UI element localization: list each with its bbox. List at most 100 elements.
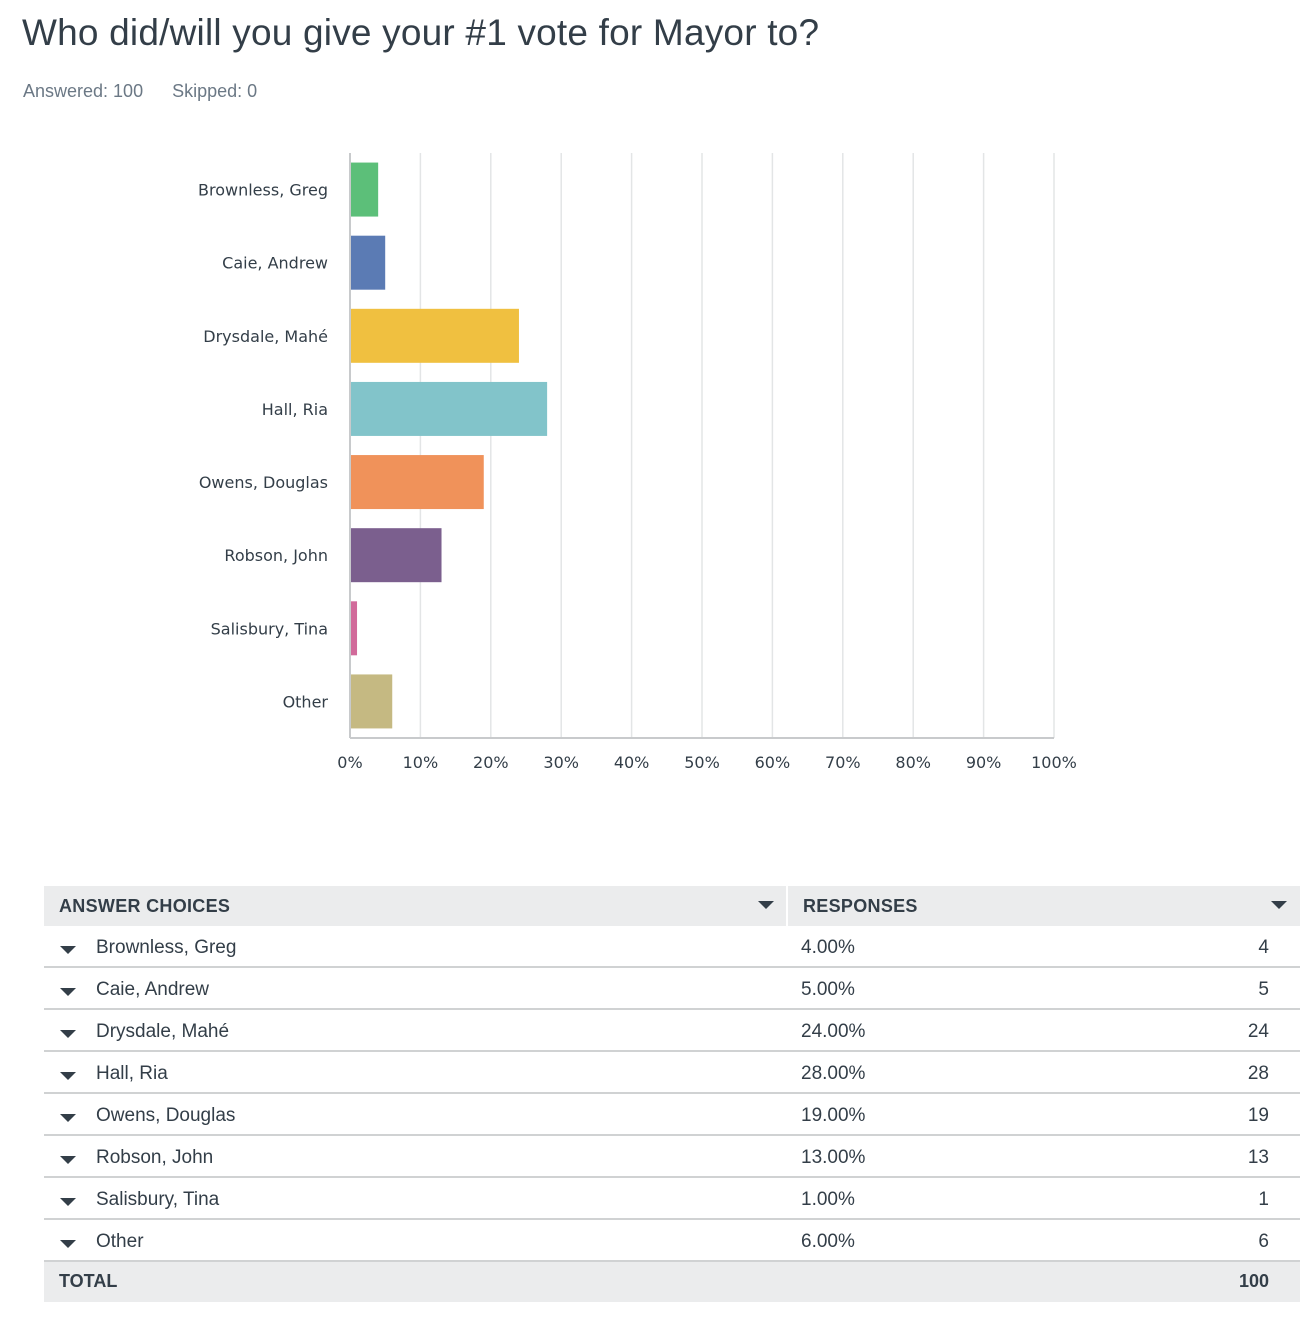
- bar: [351, 308, 519, 363]
- answer-choices-header-label: ANSWER CHOICES: [59, 896, 231, 916]
- response-percent: 13.00%: [801, 1147, 866, 1168]
- choice-label: Caie, Andrew: [96, 979, 210, 1000]
- response-cell: 13.00% 13: [786, 1136, 1300, 1176]
- question-title: Who did/will you give your #1 vote for M…: [22, 12, 820, 53]
- x-tick-label: 100%: [1031, 753, 1077, 772]
- response-count: 6: [1258, 1231, 1269, 1252]
- response-percent: 4.00%: [801, 937, 855, 958]
- response-count: 24: [1247, 1021, 1269, 1042]
- table-row: Hall, Ria 28.00% 28: [44, 1052, 1300, 1094]
- response-cell: 19.00% 19: [786, 1094, 1300, 1134]
- x-tick-label: 50%: [684, 753, 720, 772]
- response-percent: 1.00%: [801, 1189, 855, 1210]
- bar: [351, 381, 548, 436]
- category-label: Hall, Ria: [262, 400, 328, 419]
- category-label: Drysdale, Mahé: [203, 327, 328, 346]
- choice-label: Brownless, Greg: [96, 937, 237, 958]
- response-count: 28: [1247, 1063, 1269, 1084]
- total-label: TOTAL: [59, 1271, 118, 1291]
- response-count: 19: [1247, 1105, 1269, 1126]
- skipped-count: Skipped: 0: [172, 81, 258, 101]
- responses-header-label: RESPONSES: [803, 896, 918, 916]
- x-tick-label: 60%: [755, 753, 791, 772]
- category-label: Caie, Andrew: [222, 254, 328, 273]
- response-percent: 6.00%: [801, 1231, 855, 1252]
- table-row: Owens, Douglas 19.00% 19: [44, 1094, 1300, 1136]
- table-row: Caie, Andrew 5.00% 5: [44, 968, 1300, 1010]
- x-tick-label: 20%: [473, 753, 509, 772]
- x-tick-label: 40%: [614, 753, 650, 772]
- choice-cell: Other: [44, 1220, 786, 1260]
- answered-count: Answered: 100: [23, 81, 144, 101]
- table-body: Brownless, Greg 4.00% 4 Caie, Andrew 5.00% 5 D…: [44, 926, 1300, 1262]
- response-count: 4: [1258, 937, 1269, 958]
- bar: [351, 235, 386, 290]
- x-tick-label: 10%: [403, 753, 439, 772]
- choice-cell: Drysdale, Mahé: [44, 1010, 786, 1050]
- response-table: ANSWER CHOICES RESPONSES Brownless, Greg…: [44, 886, 1300, 1302]
- bar: [351, 162, 379, 217]
- response-cell: 1.00% 1: [786, 1178, 1300, 1218]
- table-row: Robson, John 13.00% 13: [44, 1136, 1300, 1178]
- choice-cell: Caie, Andrew: [44, 968, 786, 1008]
- category-label: Other: [283, 692, 329, 711]
- total-row: TOTAL 100: [44, 1262, 1300, 1302]
- expand-caret-icon[interactable]: [60, 946, 76, 954]
- choice-cell: Owens, Douglas: [44, 1094, 786, 1134]
- x-tick-label: 70%: [825, 753, 861, 772]
- expand-caret-icon[interactable]: [60, 1030, 76, 1038]
- bar: [351, 528, 442, 583]
- response-percent: 28.00%: [801, 1063, 866, 1084]
- sort-choices-caret-icon[interactable]: [758, 901, 774, 909]
- response-cell: 28.00% 28: [786, 1052, 1300, 1092]
- choice-label: Other: [96, 1231, 144, 1252]
- response-stats: Answered: 100 Skipped: 0: [23, 81, 257, 102]
- answer-choices-header[interactable]: ANSWER CHOICES: [44, 886, 786, 926]
- response-cell: 4.00% 4: [786, 926, 1300, 966]
- response-count: 1: [1258, 1189, 1269, 1210]
- total-value: 100: [1238, 1271, 1269, 1291]
- bar: [351, 455, 484, 510]
- choice-label: Hall, Ria: [96, 1063, 168, 1084]
- response-cell: 24.00% 24: [786, 1010, 1300, 1050]
- sort-responses-caret-icon[interactable]: [1271, 901, 1287, 909]
- table-row: Salisbury, Tina 1.00% 1: [44, 1178, 1300, 1220]
- bar: [351, 601, 358, 656]
- category-label: Owens, Douglas: [199, 473, 328, 492]
- x-tick-label: 90%: [966, 753, 1002, 772]
- x-tick-label: 30%: [543, 753, 579, 772]
- response-count: 5: [1258, 979, 1269, 1000]
- expand-caret-icon[interactable]: [60, 1198, 76, 1206]
- response-cell: 6.00% 6: [786, 1220, 1300, 1260]
- expand-caret-icon[interactable]: [60, 1156, 76, 1164]
- category-label: Robson, John: [224, 546, 328, 565]
- expand-caret-icon[interactable]: [60, 1072, 76, 1080]
- table-row: Other 6.00% 6: [44, 1220, 1300, 1262]
- expand-caret-icon[interactable]: [60, 1240, 76, 1248]
- choice-cell: Brownless, Greg: [44, 926, 786, 966]
- table-row: Brownless, Greg 4.00% 4: [44, 926, 1300, 968]
- response-cell: 5.00% 5: [786, 968, 1300, 1008]
- bar: [351, 674, 393, 729]
- x-tick-label: 0%: [337, 753, 362, 772]
- table-row: Drysdale, Mahé 24.00% 24: [44, 1010, 1300, 1052]
- category-label: Salisbury, Tina: [211, 619, 328, 638]
- response-count: 13: [1247, 1147, 1269, 1168]
- response-percent: 19.00%: [801, 1105, 866, 1126]
- choice-cell: Hall, Ria: [44, 1052, 786, 1092]
- bar-chart: 0% 10% 20% 30% 40% 50% 60% 70% 80% 90% 100% Brownle…: [198, 153, 1077, 772]
- response-percent: 24.00%: [801, 1021, 866, 1042]
- choice-label: Drysdale, Mahé: [96, 1021, 230, 1042]
- x-tick-label: 80%: [895, 753, 931, 772]
- response-percent: 5.00%: [801, 979, 855, 1000]
- category-label: Brownless, Greg: [198, 181, 328, 200]
- choice-cell: Salisbury, Tina: [44, 1178, 786, 1218]
- choice-label: Owens, Douglas: [96, 1105, 236, 1126]
- responses-header[interactable]: RESPONSES: [786, 886, 1300, 926]
- table-header: ANSWER CHOICES RESPONSES: [44, 886, 1300, 926]
- choice-label: Salisbury, Tina: [96, 1189, 220, 1210]
- expand-caret-icon[interactable]: [60, 988, 76, 996]
- choice-label: Robson, John: [96, 1147, 214, 1168]
- expand-caret-icon[interactable]: [60, 1114, 76, 1122]
- choice-cell: Robson, John: [44, 1136, 786, 1176]
